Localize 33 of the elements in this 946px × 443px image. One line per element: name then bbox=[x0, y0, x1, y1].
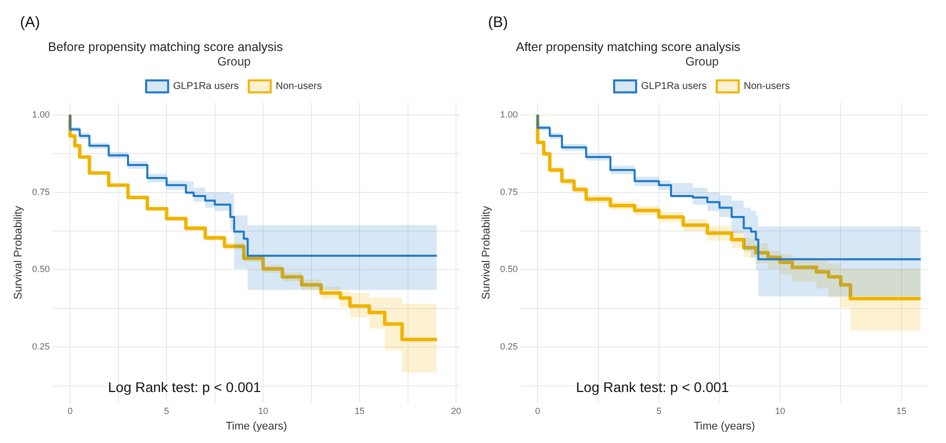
x-tick-label: 10 bbox=[775, 406, 786, 416]
x-tick-label: 0 bbox=[535, 406, 540, 416]
chart-title: Before propensity matching score analysis bbox=[48, 40, 283, 54]
x-tick-label: 15 bbox=[354, 406, 365, 416]
text: (B) bbox=[488, 14, 508, 31]
x-tick-label: 5 bbox=[164, 406, 170, 416]
legend-title: Group bbox=[217, 54, 251, 68]
x-tick-label: 10 bbox=[258, 406, 268, 416]
chart-title: After propensity matching score analysis bbox=[516, 40, 740, 54]
y-axis-title: Survival Probability bbox=[480, 205, 493, 300]
legend-label: GLP1Ra users bbox=[173, 81, 239, 92]
x-tick-label: 15 bbox=[896, 406, 906, 416]
x-axis-title: Time (years) bbox=[226, 420, 288, 432]
x-tick-label: 5 bbox=[656, 406, 662, 416]
legend-label: Non-users bbox=[276, 81, 322, 92]
y-tick-label: 0.50 bbox=[32, 264, 50, 274]
legend-label: GLP1Ra users bbox=[641, 81, 707, 92]
y-tick-label: 0.25 bbox=[32, 342, 50, 352]
text: (A) bbox=[20, 14, 40, 31]
x-tick-label: 0 bbox=[68, 406, 73, 416]
y-tick-label: 0.50 bbox=[500, 264, 518, 274]
x-axis-title: Time (years) bbox=[694, 420, 756, 432]
legend-label: Non-users bbox=[744, 81, 790, 92]
y-tick-label: 0.25 bbox=[500, 342, 518, 352]
x-tick-label: 20 bbox=[451, 406, 462, 416]
legend-title: Group bbox=[685, 54, 719, 68]
y-tick-label: 1.00 bbox=[500, 109, 518, 120]
y-axis-title: Survival Probability bbox=[12, 205, 25, 300]
annotation: Log Rank test: p < 0.001 bbox=[108, 379, 261, 395]
y-tick-label: 1.00 bbox=[32, 109, 50, 120]
y-tick-label: 0.75 bbox=[32, 186, 50, 197]
annotation: Log Rank test: p < 0.001 bbox=[576, 379, 729, 395]
y-tick-label: 0.75 bbox=[500, 186, 518, 197]
